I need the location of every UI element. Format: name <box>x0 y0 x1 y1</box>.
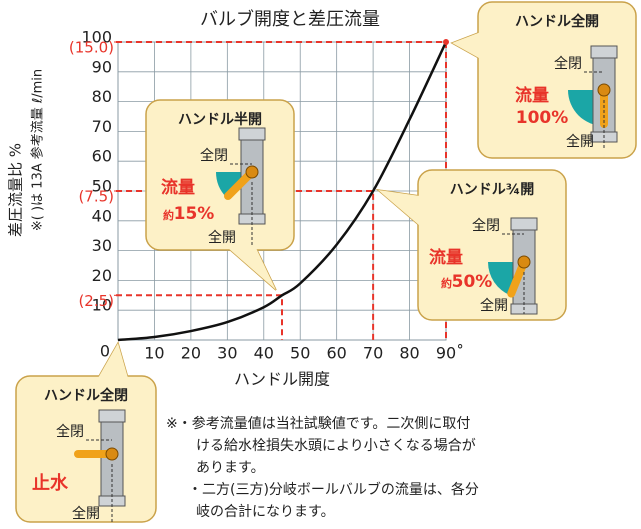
open-label: 全開 <box>208 229 236 246</box>
chart-title: バルブ開度と差圧流量 <box>200 8 380 30</box>
callout-title: ハンドル¾開 <box>450 182 535 198</box>
percent-label: 15% <box>174 204 215 224</box>
callout-title: ハンドル全開 <box>515 13 599 30</box>
open-label: 全開 <box>566 133 594 150</box>
flow-label: 流量 <box>515 85 549 106</box>
data-line <box>117 41 448 342</box>
open-label: 全開 <box>72 505 100 522</box>
y-tick-label: 50 <box>92 177 112 196</box>
stop-label: 止水 <box>32 472 69 494</box>
note-line: 岐の合計になります。 <box>196 504 335 520</box>
note-line: ける給水栓損失水頭により小さくなる場合が <box>196 438 476 454</box>
y-tick-label: 40 <box>92 206 112 225</box>
x-tick-label: 80 <box>399 344 419 363</box>
x-tick-label: 30 <box>217 344 237 363</box>
x-tick-label: 90˚ <box>436 344 464 363</box>
flow-tick-label: (2.5) <box>78 292 114 310</box>
callout-tail-fill <box>452 30 486 62</box>
valve-hub <box>105 447 119 461</box>
y-tick-label: 60 <box>92 147 112 166</box>
valve-cap <box>238 127 266 141</box>
flow-tick-label: (15.0) <box>69 39 114 57</box>
note-line: ※・参考流量値は当社試験値です。二次側に取付 <box>166 415 470 432</box>
closed-label: 全閉 <box>472 217 500 234</box>
y-tick-label: 100 <box>81 28 112 47</box>
closed-label: 全閉 <box>200 147 228 164</box>
callout-tail-fill <box>378 190 420 226</box>
x-tick-label: 60 <box>326 344 346 363</box>
closed-label: 全閉 <box>56 423 84 440</box>
x-tick-label: 70 <box>363 344 383 363</box>
valve-cap <box>98 409 126 423</box>
y-tick-label: 70 <box>92 117 112 136</box>
y-axis-note: ※( )は 13A 参考流量 ℓ/min <box>30 69 46 231</box>
about-label: 約 <box>441 276 452 290</box>
y-tick-label: 80 <box>92 87 112 106</box>
y-tick-label: 0 <box>100 342 110 361</box>
about-label: 約 <box>163 208 174 222</box>
callout-title: ハンドル全閉 <box>44 387 128 404</box>
note-line: あります。 <box>196 460 265 476</box>
x-tick-label: 20 <box>181 344 201 363</box>
valve-cap <box>590 45 618 59</box>
y-tick-label: 20 <box>92 266 112 285</box>
y-tick-label: 10 <box>92 296 112 315</box>
y-axis-label: 差圧流量比 % <box>7 143 25 237</box>
callout-tail-fill <box>98 343 128 378</box>
x-tick-label: 50 <box>290 344 310 363</box>
valve-hub <box>517 255 531 269</box>
percent-label: 50% <box>452 272 493 292</box>
closed-label: 全閉 <box>554 55 582 72</box>
x-axis-label: ハンドル開度 <box>234 370 330 389</box>
note-line: ・二方(三方)分岐ボールバルブの流量は、各分 <box>188 481 479 498</box>
flow-label: 流量 <box>429 247 463 268</box>
callout-tail-fill <box>228 248 276 290</box>
y-tick-label: 90 <box>92 57 112 76</box>
valve-hub <box>597 83 611 97</box>
valve-hub <box>245 165 259 179</box>
percent-label: 100% <box>516 108 569 128</box>
flow-tick-label: (7.5) <box>78 188 114 206</box>
callout-title: ハンドル半開 <box>178 111 262 128</box>
flow-label: 流量 <box>161 177 195 198</box>
x-tick-label: 10 <box>144 344 164 363</box>
open-label: 全開 <box>480 297 508 314</box>
reference-dot <box>443 39 449 45</box>
x-tick-label: 40 <box>254 344 274 363</box>
y-tick-label: 30 <box>92 236 112 255</box>
valve-cap <box>510 217 538 231</box>
